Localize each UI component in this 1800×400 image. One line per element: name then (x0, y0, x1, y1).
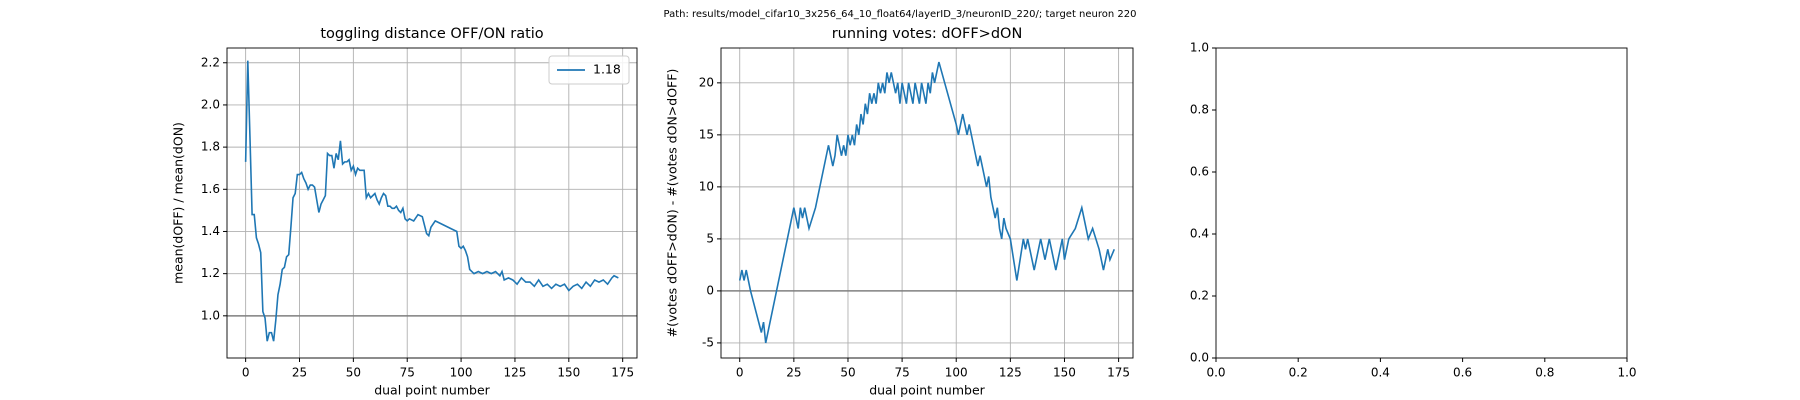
y-tick-label: 0.8 (1190, 103, 1209, 117)
y-tick-label: 20 (699, 75, 714, 89)
figure-title: Path: results/model_cifar10_3x256_64_10_… (664, 9, 1137, 20)
y-tick-label: 1.0 (201, 308, 220, 322)
x-tick-label: 0.8 (1535, 366, 1554, 380)
y-tick-label: 1.6 (201, 182, 220, 196)
x-tick-label: 75 (894, 366, 909, 380)
axes-title: running votes: dOFF>dON (832, 26, 1023, 42)
x-tick-label: 150 (1053, 366, 1076, 380)
x-tick-label: 125 (999, 366, 1022, 380)
x-tick-label: 50 (346, 366, 361, 380)
x-tick-label: 25 (786, 366, 801, 380)
x-axis-label: dual point number (869, 383, 985, 398)
axes-frame (226, 47, 638, 359)
x-tick-label: 0.2 (1289, 366, 1308, 380)
axes: 0 25 50 75 100 125 150 175 -5 0 5 10 15 20 running vot… (665, 26, 1134, 398)
y-axis-label: mean(dOFF) / mean(dON) (171, 122, 186, 284)
legend-label: 1.18 (593, 62, 621, 77)
x-tick-label: 100 (945, 366, 968, 380)
legend-box (548, 55, 630, 85)
y-tick-label: 0 (706, 283, 714, 297)
line (244, 60, 619, 342)
x-tick-label: 175 (1107, 366, 1130, 380)
y-tick-label: 10 (699, 179, 714, 193)
x-tick-label: 0 (242, 366, 250, 380)
x-tick-label: 50 (840, 366, 855, 380)
y-tick-label: 1.0 (1190, 41, 1209, 55)
axes-frame (1215, 47, 1628, 359)
x-tick-label: 0.6 (1453, 366, 1472, 380)
line (738, 61, 1116, 344)
x-tick-label: 0.4 (1371, 366, 1390, 380)
y-tick-label: -5 (702, 335, 714, 349)
x-tick-label: 75 (400, 366, 415, 380)
y-tick-label: 2.2 (201, 55, 220, 69)
y-tick-label: 0.6 (1190, 165, 1209, 179)
x-tick-label: 0.0 (1206, 366, 1225, 380)
y-tick-label: 1.4 (201, 224, 220, 238)
axes-frame (720, 47, 1134, 359)
y-tick-label: 15 (699, 127, 714, 141)
x-tick-label: 175 (611, 366, 634, 380)
y-tick-label: 0.4 (1190, 227, 1209, 241)
y-tick-label: 0.2 (1190, 289, 1209, 303)
x-tick-label: 25 (292, 366, 307, 380)
y-tick-label: 5 (706, 231, 714, 245)
y-tick-label: 1.2 (201, 266, 220, 280)
x-tick-label: 1.0 (1617, 366, 1636, 380)
y-tick-label: 2.0 (201, 97, 220, 111)
axes: 0.0 0.2 0.4 0.6 0.8 1.0 0.0 0.2 0.4 0.6 0.8 1.0 (1190, 41, 1637, 380)
x-tick-label: 125 (503, 366, 526, 380)
y-tick-label: 0.0 (1190, 351, 1209, 365)
axes-title: toggling distance OFF/ON ratio (320, 26, 543, 42)
x-tick-label: 100 (450, 366, 473, 380)
axes: 0 25 50 75 100 125 150 175 1.0 1.2 1.4 1.6 1.8 2.0 2.2… (171, 26, 638, 398)
x-axis-label: dual point number (374, 383, 490, 398)
x-tick-label: 150 (557, 366, 580, 380)
y-tick-label: 1.8 (201, 140, 220, 154)
y-axis-label: #(votes dOFF>dON) - #(votes dON>dOFF) (665, 69, 680, 338)
x-tick-label: 0 (736, 366, 744, 380)
